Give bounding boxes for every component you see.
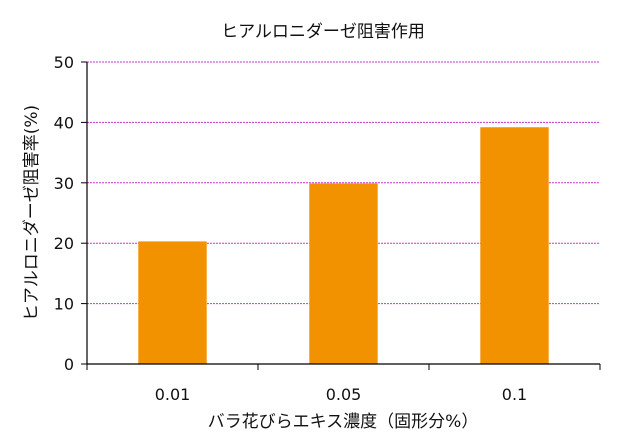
- y-tick-label: 40: [54, 113, 74, 132]
- y-tick-label: 20: [54, 234, 74, 253]
- x-tick-label: 0.1: [502, 385, 527, 404]
- bars: [138, 127, 549, 365]
- y-tick-label: 30: [54, 174, 74, 193]
- bar: [138, 241, 207, 364]
- x-tick-label: 0.05: [326, 385, 362, 404]
- y-tick-labels: 0 10 20 30 40 50: [54, 53, 74, 374]
- y-tick-label: 0: [64, 355, 74, 374]
- x-axis-title: バラ花びらエキス濃度（固形分%）: [208, 412, 479, 432]
- axes: [81, 61, 601, 370]
- y-tick-label: 50: [54, 53, 74, 72]
- x-tick-labels: 0.01 0.05 0.1: [155, 385, 528, 404]
- x-tick-label: 0.01: [155, 385, 191, 404]
- y-tick-label: 10: [54, 295, 74, 314]
- bar: [309, 183, 378, 364]
- bar: [480, 127, 549, 365]
- chart-title: ヒアルロニダーゼ阻害作用: [221, 22, 425, 42]
- y-axis-title: ヒアルロニダーゼ阻害率(%): [22, 105, 42, 321]
